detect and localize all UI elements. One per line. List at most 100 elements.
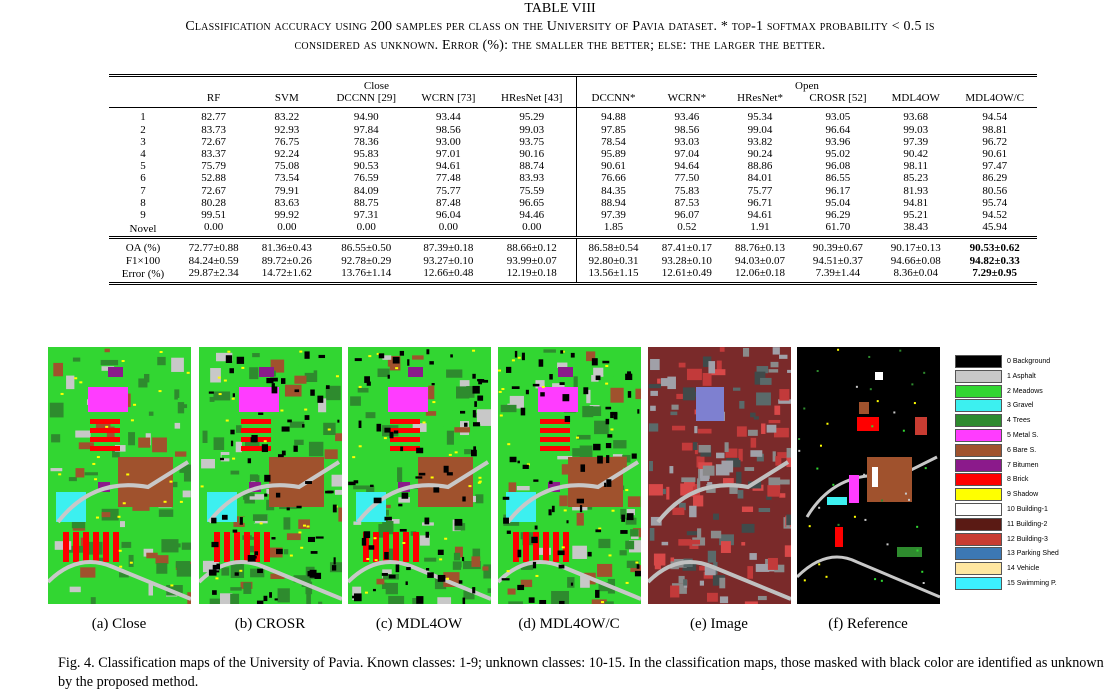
legend-item: 1 Asphalt bbox=[955, 369, 1120, 384]
map-mdl4ow-c bbox=[498, 347, 641, 604]
table-cell: 93.96 bbox=[825, 135, 851, 148]
map-pixel bbox=[535, 574, 539, 577]
table-cell: 95.83 bbox=[353, 148, 379, 161]
map-parcel bbox=[540, 437, 570, 442]
map-unknown-mask bbox=[247, 555, 256, 562]
map-pixel bbox=[826, 422, 829, 425]
map-unknown-mask bbox=[560, 350, 564, 354]
map-pixel bbox=[502, 458, 509, 472]
map-pixel bbox=[441, 354, 455, 370]
column-header: DCCNN* bbox=[575, 92, 651, 108]
map-pixel bbox=[541, 386, 545, 389]
group-close-header: Close bbox=[363, 80, 389, 92]
map-pixel bbox=[84, 472, 98, 476]
table-caption-line-1: Classification accuracy using 200 sample… bbox=[185, 19, 935, 34]
table-cell: 75.08 bbox=[274, 160, 300, 173]
map-pixel bbox=[660, 378, 670, 387]
map-pixel bbox=[744, 601, 758, 604]
map-pixel bbox=[454, 546, 463, 558]
map-pixel bbox=[671, 583, 687, 594]
map-unknown-mask bbox=[407, 359, 410, 366]
map-pixel bbox=[424, 557, 437, 562]
map-unknown-mask bbox=[532, 561, 537, 569]
map-pixel bbox=[880, 579, 883, 582]
map-pixel bbox=[439, 558, 443, 561]
map-pixel bbox=[610, 387, 624, 403]
table-cell: 78.36 bbox=[353, 135, 379, 148]
map-pixel bbox=[461, 567, 466, 572]
map-pixel bbox=[686, 368, 702, 381]
panel-label-c: (c) MDL4OW bbox=[375, 616, 463, 632]
map-pixel bbox=[169, 480, 173, 483]
table-cell: 93.05 bbox=[825, 111, 851, 124]
map-pixel bbox=[816, 370, 819, 373]
map-unknown-mask bbox=[564, 415, 571, 423]
table-cell: 98.11 bbox=[903, 160, 928, 173]
map-unknown-mask bbox=[281, 426, 290, 432]
map-unknown-mask bbox=[337, 419, 340, 423]
map-pixel bbox=[681, 442, 693, 451]
table-cell: 88.74 bbox=[519, 160, 545, 173]
map-pixel bbox=[534, 547, 551, 555]
map-pixel bbox=[498, 369, 502, 372]
map-unknown-mask bbox=[358, 420, 362, 428]
map-pixel bbox=[803, 407, 806, 410]
table-cell: 96.17 bbox=[825, 184, 851, 197]
map-unknown-mask bbox=[478, 378, 483, 385]
map-pixel bbox=[241, 366, 245, 369]
map-pixel bbox=[478, 480, 482, 483]
map-pixel bbox=[385, 548, 396, 564]
table-cell: 99.51 bbox=[201, 209, 226, 222]
map-unknown-mask bbox=[256, 600, 264, 604]
map-pixel bbox=[157, 356, 166, 366]
map-pixel bbox=[458, 442, 466, 456]
map-pixel bbox=[422, 421, 426, 424]
map-unknown-mask bbox=[307, 536, 315, 543]
map-unknown-mask bbox=[302, 424, 305, 428]
map-pixel bbox=[308, 441, 324, 457]
legend-item: 13 Parking Shed bbox=[955, 547, 1120, 561]
table-cell: 92.24 bbox=[274, 148, 300, 161]
map-pixel bbox=[216, 352, 233, 362]
map-pixel bbox=[221, 567, 230, 576]
table-cell: 84.01 bbox=[747, 172, 773, 185]
map-pixel bbox=[472, 548, 481, 560]
map-unknown-mask bbox=[354, 358, 362, 362]
map-unknown-mask bbox=[517, 549, 522, 558]
row-label: F1×100 bbox=[125, 254, 161, 267]
table-cell: 97.31 bbox=[353, 209, 379, 222]
map-unknown-mask bbox=[627, 391, 632, 398]
map-pixel bbox=[318, 398, 327, 413]
map-pixel bbox=[505, 394, 510, 404]
map-pixel bbox=[240, 492, 255, 497]
map-pixel bbox=[171, 357, 184, 372]
row-label: 7 bbox=[140, 184, 146, 197]
map-pixel bbox=[648, 484, 663, 496]
map-pixel bbox=[105, 425, 109, 428]
map-pixel bbox=[535, 380, 545, 389]
map-pixel bbox=[682, 387, 696, 401]
map-pixel bbox=[53, 362, 64, 377]
table-cell: 7.39±1.44 bbox=[815, 266, 861, 279]
map-unknown-mask bbox=[373, 497, 382, 504]
map-unknown-mask bbox=[332, 504, 337, 513]
column-header: WCRN [73] bbox=[421, 92, 476, 105]
map-unknown-mask bbox=[376, 423, 382, 432]
table-cell: 95.29 bbox=[519, 111, 545, 124]
map-unknown-mask bbox=[557, 550, 565, 556]
map-unknown-mask bbox=[281, 378, 286, 384]
table-cell: 72.67 bbox=[201, 184, 226, 197]
map-pixel bbox=[710, 530, 722, 539]
map-unknown-mask bbox=[450, 354, 453, 358]
map-pixel bbox=[561, 350, 565, 353]
map-pixel bbox=[760, 377, 772, 385]
map-pixel bbox=[289, 421, 305, 428]
map-pixel bbox=[335, 433, 342, 442]
map-pixel bbox=[289, 554, 293, 557]
map-pixel bbox=[454, 427, 471, 433]
map-parcel bbox=[390, 446, 420, 451]
table-row: 6 52.88 73.54 76.59 77.48 83.93 76.66 77.50 84.0… bbox=[109, 172, 1037, 185]
table-row: 2 83.73 92.93 97.84 98.56 99.03 97.85 98.56 99.0… bbox=[109, 123, 1037, 136]
row-label: 4 bbox=[140, 148, 146, 161]
map-unknown-mask bbox=[533, 479, 539, 482]
